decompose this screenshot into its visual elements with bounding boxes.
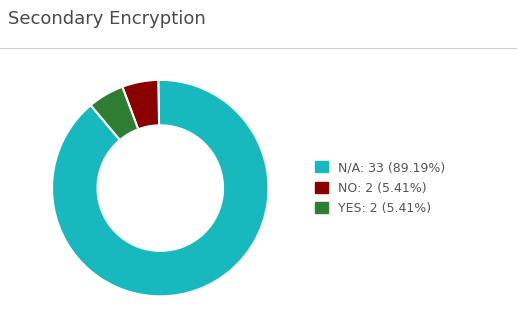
Text: Secondary Encryption: Secondary Encryption <box>8 10 205 28</box>
Wedge shape <box>52 80 268 296</box>
Wedge shape <box>90 87 138 140</box>
Wedge shape <box>123 80 159 129</box>
Legend: N/A: 33 (89.19%), NO: 2 (5.41%), YES: 2 (5.41%): N/A: 33 (89.19%), NO: 2 (5.41%), YES: 2 … <box>315 161 445 215</box>
